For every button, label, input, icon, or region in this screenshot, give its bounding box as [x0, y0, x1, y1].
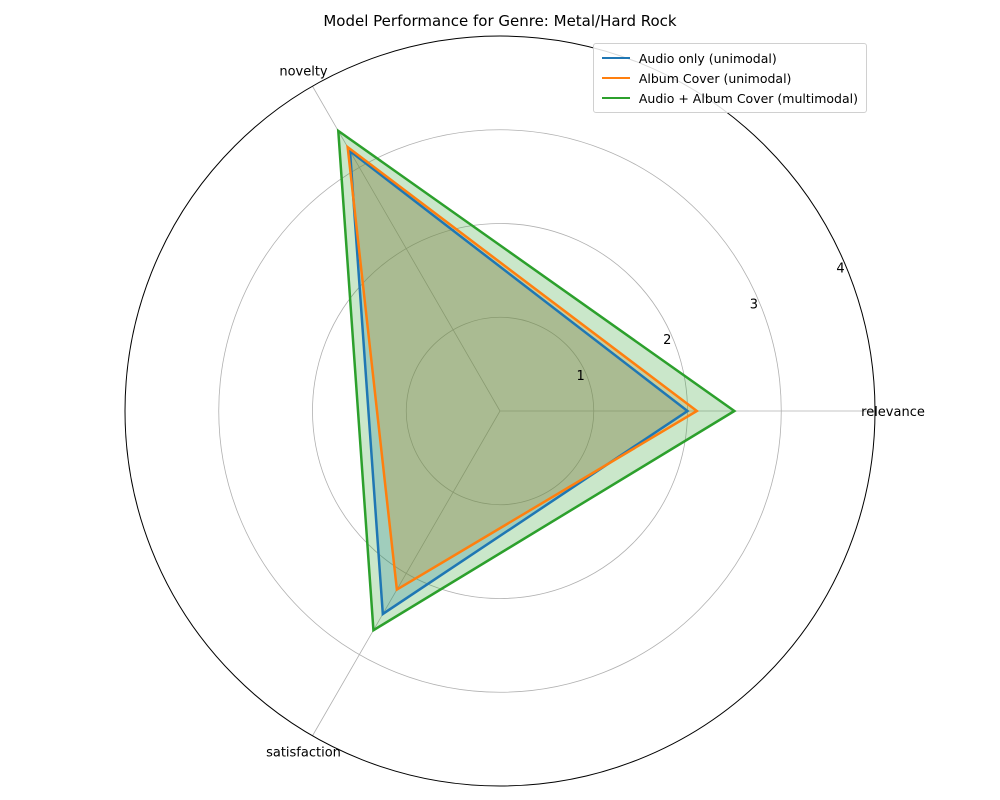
series-line	[346, 144, 700, 592]
outer-frame	[124, 35, 876, 787]
chart-title: Model Performance for Genre: Metal/Hard …	[323, 12, 677, 30]
series-fill	[338, 130, 735, 631]
radial-tick-label: 1	[576, 369, 584, 384]
axis-label-satisfaction: satisfaction	[266, 745, 341, 760]
grid-spoke	[312, 410, 501, 736]
legend-swatch	[601, 57, 630, 59]
radial-tick-label: 4	[836, 261, 844, 276]
series-layer	[336, 128, 737, 633]
series-fill	[347, 147, 697, 590]
legend-label: Audio + Album Cover (multimodal)	[638, 90, 858, 106]
axis-label-novelty: novelty	[279, 65, 328, 80]
legend: Audio only (unimodal) Album Cover (unimo…	[592, 43, 867, 113]
series-line	[336, 128, 737, 633]
axis-label-relevance: relevance	[861, 405, 925, 420]
series-fill	[350, 151, 688, 614]
legend-swatch	[601, 77, 630, 79]
legend-label: Album Cover (unimodal)	[638, 70, 792, 86]
series-line	[348, 148, 690, 617]
legend-item: Audio only (unimodal)	[601, 48, 858, 68]
legend-item: Audio + Album Cover (multimodal)	[601, 88, 858, 108]
radial-tick-label: 2	[663, 333, 671, 348]
legend-swatch	[601, 97, 630, 99]
legend-label: Audio only (unimodal)	[638, 50, 777, 66]
grid-spoke	[312, 86, 501, 412]
axis-labels: 1 2 3 4 relevance novelty satisfaction	[266, 65, 925, 761]
radial-tick-label: 3	[750, 297, 758, 312]
legend-item: Album Cover (unimodal)	[601, 68, 858, 88]
